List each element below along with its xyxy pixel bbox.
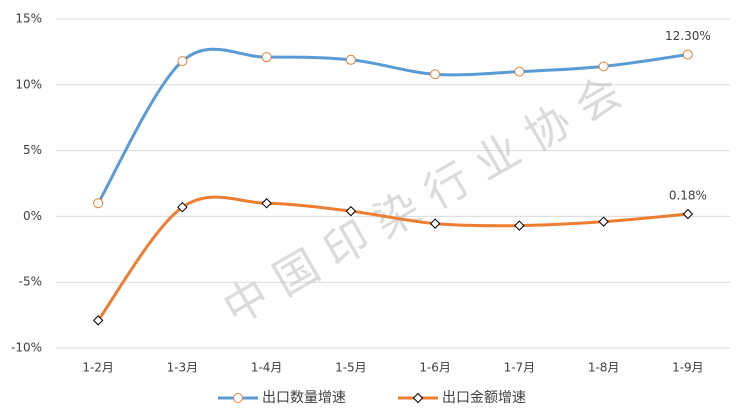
marker bbox=[177, 201, 188, 213]
y-tick-label: 5% bbox=[23, 143, 42, 157]
marker bbox=[345, 205, 357, 217]
y-tick-label: 0% bbox=[23, 209, 42, 223]
y-tick-label: 15% bbox=[15, 12, 42, 26]
marker bbox=[682, 208, 694, 220]
value-label: 0.18% bbox=[669, 189, 707, 203]
marker bbox=[92, 315, 104, 326]
marker bbox=[93, 198, 104, 209]
y-tick-label: -10% bbox=[11, 341, 42, 355]
value-label: 12.30% bbox=[665, 29, 711, 43]
marker bbox=[261, 52, 272, 63]
marker bbox=[430, 69, 441, 80]
x-tick-label: 1-6月 bbox=[419, 361, 451, 375]
marker bbox=[261, 198, 272, 209]
watermark: 中国印染行业协会 bbox=[215, 59, 642, 335]
legend-marker bbox=[412, 392, 424, 404]
marker bbox=[598, 61, 609, 72]
legend-label: 出口金额增速 bbox=[442, 390, 526, 406]
marker bbox=[514, 66, 525, 77]
x-tick-label: 1-7月 bbox=[504, 361, 536, 375]
x-tick-label: 1-8月 bbox=[588, 361, 620, 375]
marker bbox=[598, 216, 609, 227]
marker bbox=[514, 220, 525, 231]
marker bbox=[345, 54, 356, 65]
x-tick-label: 1-2月 bbox=[82, 361, 114, 375]
x-tick-label: 1-5月 bbox=[335, 361, 367, 375]
legend-label: 出口数量增速 bbox=[262, 390, 346, 406]
x-tick-label: 1-3月 bbox=[167, 361, 199, 375]
legend-marker bbox=[233, 393, 243, 403]
marker bbox=[682, 49, 693, 60]
y-tick-label: 10% bbox=[15, 77, 42, 91]
marker bbox=[429, 218, 441, 229]
y-tick-label: -5% bbox=[19, 275, 42, 289]
x-tick-label: 1-4月 bbox=[251, 361, 283, 375]
marker bbox=[177, 56, 188, 67]
x-tick-label: 1-9月 bbox=[672, 361, 704, 375]
